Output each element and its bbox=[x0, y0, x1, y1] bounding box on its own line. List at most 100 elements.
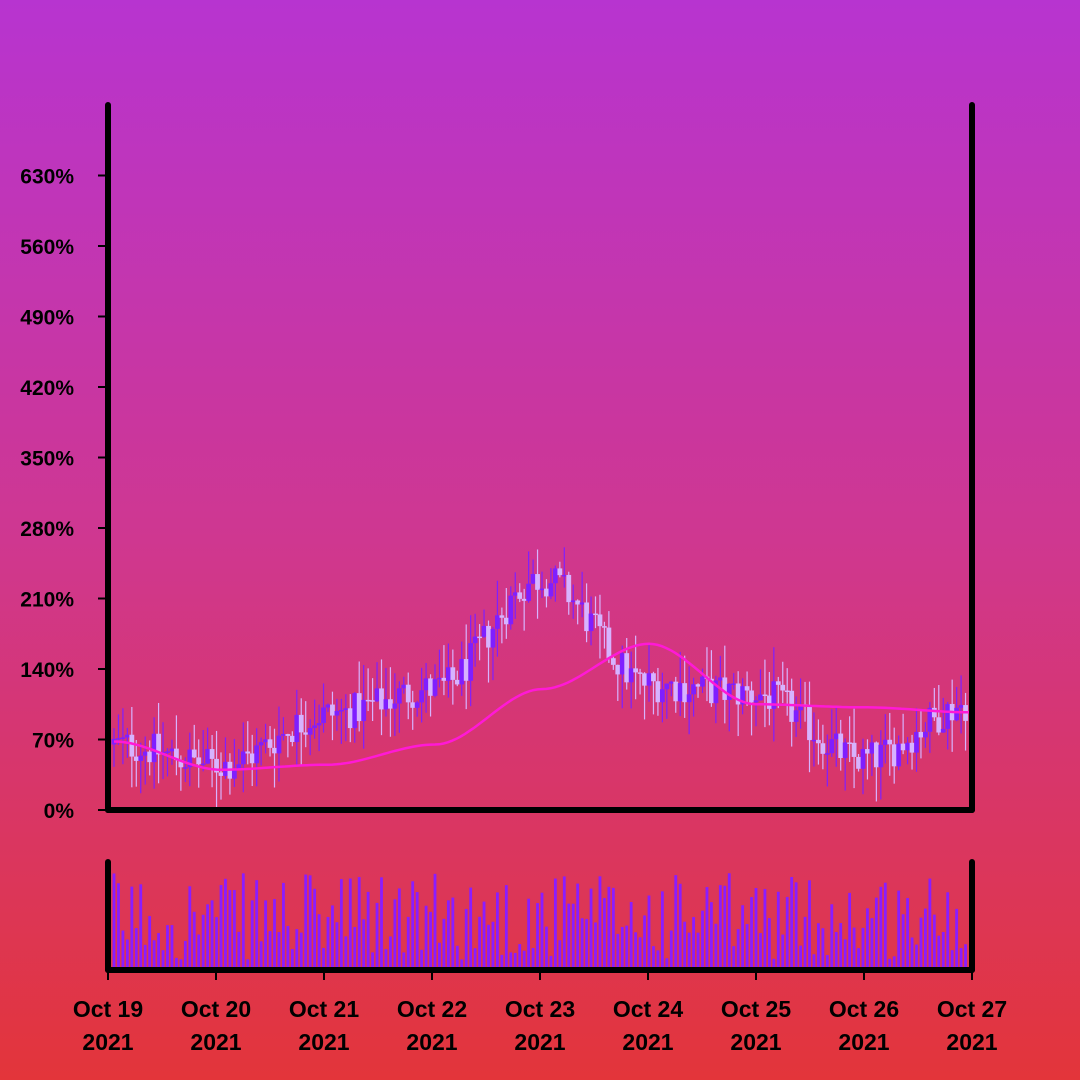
volume-bar bbox=[482, 901, 486, 970]
volume-bar bbox=[161, 950, 165, 970]
volume-bar bbox=[397, 888, 401, 970]
candle-body bbox=[575, 600, 581, 605]
candle-body bbox=[579, 602, 585, 605]
candle-body bbox=[552, 568, 558, 584]
candle-body bbox=[900, 743, 906, 751]
candle-body bbox=[677, 683, 683, 702]
volume-bar bbox=[522, 950, 526, 970]
volume-bar bbox=[852, 927, 856, 970]
volume-bar bbox=[558, 940, 562, 970]
x-tick-label: Oct 22 bbox=[397, 996, 467, 1022]
x-tick-label-year: 2021 bbox=[946, 1029, 997, 1055]
volume-bar bbox=[692, 917, 695, 970]
candle-body bbox=[240, 751, 246, 765]
volume-bar bbox=[603, 898, 606, 970]
candle-body bbox=[891, 744, 897, 767]
candle-body bbox=[731, 683, 737, 685]
candle-body bbox=[557, 568, 563, 576]
volume-bar bbox=[148, 916, 152, 970]
x-tick-label-year: 2021 bbox=[514, 1029, 565, 1055]
volume-bar bbox=[170, 925, 174, 970]
candle-body bbox=[298, 714, 304, 733]
candle-body bbox=[789, 690, 795, 722]
candle-body bbox=[651, 673, 656, 682]
candle-body bbox=[873, 742, 879, 768]
candle-body bbox=[914, 731, 919, 753]
candle-body bbox=[352, 693, 358, 729]
y-tick-label: 140% bbox=[20, 659, 74, 682]
volume-bar bbox=[371, 952, 374, 970]
volume-bar bbox=[772, 958, 776, 970]
candle-body bbox=[151, 733, 157, 763]
x-tick-label: Oct 25 bbox=[721, 996, 792, 1022]
candle-body bbox=[414, 702, 420, 708]
volume-bar bbox=[714, 923, 718, 970]
volume-bar bbox=[197, 934, 201, 970]
volume-bar bbox=[825, 955, 829, 970]
candle-body bbox=[535, 574, 540, 590]
candle-body bbox=[218, 772, 224, 776]
volume-bar bbox=[411, 881, 415, 970]
volume-bar bbox=[442, 918, 446, 970]
volume-bar bbox=[562, 876, 566, 970]
volume-bar bbox=[402, 952, 406, 970]
candle-body bbox=[334, 711, 340, 716]
volume-bar bbox=[255, 880, 259, 970]
candle-body bbox=[428, 678, 433, 696]
volume-bar bbox=[424, 905, 428, 970]
volume-bar bbox=[585, 918, 588, 970]
candle-body bbox=[312, 725, 318, 729]
candle-body bbox=[486, 625, 491, 648]
volume-bar bbox=[750, 897, 753, 970]
volume-bar bbox=[531, 948, 535, 970]
volume-bar bbox=[299, 932, 303, 970]
candle-body bbox=[619, 653, 625, 675]
volume-bar bbox=[237, 931, 241, 970]
candle-body bbox=[655, 681, 661, 703]
volume-bar bbox=[188, 886, 192, 970]
volume-bar bbox=[152, 940, 156, 970]
volume-bar bbox=[754, 888, 758, 970]
candle-body bbox=[584, 602, 589, 632]
volume-bar bbox=[946, 892, 950, 970]
candle-body bbox=[771, 681, 777, 709]
volume-bar bbox=[339, 879, 343, 970]
candle-body bbox=[686, 694, 692, 703]
candle-body bbox=[116, 738, 121, 740]
volume-bar bbox=[767, 918, 771, 970]
volume-bar bbox=[143, 944, 147, 970]
candle-body bbox=[624, 653, 630, 683]
volume-bar bbox=[121, 930, 125, 970]
volume-bar bbox=[192, 911, 196, 970]
volume-bar bbox=[834, 931, 838, 970]
volume-bar bbox=[643, 915, 646, 970]
volume-bar bbox=[567, 903, 571, 970]
volume-bar bbox=[660, 891, 664, 970]
candle-body bbox=[307, 728, 313, 735]
candle-body bbox=[740, 686, 746, 705]
candle-body bbox=[597, 614, 603, 627]
volume-bar bbox=[866, 908, 869, 970]
candle-body bbox=[762, 694, 768, 697]
candle-body bbox=[281, 734, 286, 736]
candle-body bbox=[338, 709, 344, 712]
volume-bar bbox=[241, 873, 245, 970]
candle-body bbox=[615, 664, 621, 675]
y-tick-label: 280% bbox=[20, 518, 74, 541]
candle-body bbox=[561, 574, 567, 577]
candle-body bbox=[588, 613, 594, 632]
candle-body bbox=[267, 739, 273, 748]
volume-bar bbox=[745, 924, 749, 970]
candle-body bbox=[539, 588, 545, 591]
candle-body bbox=[659, 689, 665, 703]
volume-bar bbox=[848, 892, 852, 970]
candle-body bbox=[330, 704, 335, 716]
volume-bar bbox=[282, 882, 285, 970]
volume-bar bbox=[576, 883, 580, 970]
candle-body bbox=[798, 704, 803, 711]
candle-body bbox=[133, 756, 139, 761]
volume-bar bbox=[545, 926, 548, 970]
volume-bar bbox=[183, 940, 187, 970]
candle-body bbox=[374, 688, 380, 702]
moving-average-line bbox=[113, 642, 970, 771]
